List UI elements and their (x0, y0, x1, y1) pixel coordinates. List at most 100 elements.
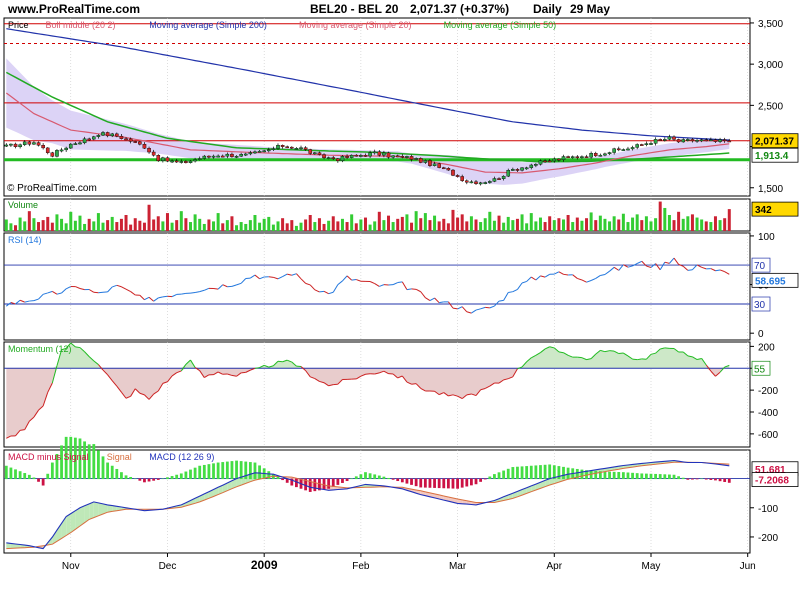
rsi-segment (195, 291, 200, 293)
macd-histogram-bar (267, 471, 271, 480)
volume-bar (161, 221, 165, 231)
volume-bar (580, 220, 584, 231)
momentum-segment (171, 372, 177, 377)
rsi-segment (715, 269, 721, 272)
bollinger-band (6, 58, 730, 185)
volume-bar (4, 219, 8, 231)
momentum-segment (28, 416, 35, 422)
momentum-segment (655, 348, 661, 354)
candle-body (658, 139, 663, 141)
candle-body (243, 153, 248, 156)
rsi-segment (332, 284, 339, 293)
macd-histogram-bar (621, 472, 625, 480)
momentum-segment (61, 347, 67, 351)
rsi-segment (222, 284, 228, 288)
rsi-segment (664, 261, 670, 264)
momentum-segment (310, 376, 316, 380)
candle-body (110, 133, 115, 137)
volume-bar (557, 218, 561, 231)
momentum-segment (517, 366, 523, 370)
rsi-segment (461, 306, 468, 313)
macd-histogram-bar (598, 471, 602, 480)
candle-body (105, 132, 110, 137)
volume-bar (96, 213, 100, 231)
site-title[interactable]: www.ProRealTime.com (8, 2, 141, 16)
momentum-segment (282, 359, 288, 363)
volume-bar (281, 218, 285, 231)
momentum-segment (217, 371, 223, 375)
momentum-segment (300, 366, 306, 372)
volume-bar (391, 222, 395, 231)
rsi-segment (342, 275, 348, 282)
macd-histogram-bar (281, 478, 284, 481)
quote-value: 2,071.37 (+0.37%) (410, 2, 510, 16)
candle-body (511, 169, 515, 171)
rsi-segment (24, 300, 30, 303)
momentum-segment (692, 356, 698, 360)
momentum-segment (134, 388, 141, 394)
macd-histogram-bar (124, 475, 128, 480)
volume-bar (626, 222, 630, 231)
volume-bar (73, 220, 77, 231)
macd-histogram-bar (50, 462, 54, 480)
candle-body (225, 153, 230, 157)
volume-panel[interactable]: Volume 342 (3, 198, 799, 232)
price-panel[interactable]: Price Boll middle (20 2) Moving average (S… (3, 17, 799, 197)
volume-bar (152, 219, 156, 231)
macd-histogram-bar (216, 462, 220, 480)
volume-bar (129, 224, 133, 231)
macd-panel[interactable]: MACD minus Signal Signal MACD (12 26 9) -10… (3, 436, 799, 554)
candle-body (382, 152, 386, 156)
candle-body (349, 154, 354, 158)
volume-bar (585, 218, 589, 231)
macd-histogram-bar (156, 478, 160, 480)
volume-bar (258, 222, 262, 231)
candle-body (423, 160, 428, 163)
macd-histogram-bar (718, 478, 722, 482)
candle-body (138, 141, 142, 145)
rsi-segment (369, 281, 375, 285)
rsi-segment (655, 263, 661, 271)
momentum-segment (199, 370, 205, 378)
rsi-segment (401, 281, 408, 290)
x-axis: Nov Dec 2009 Feb Mar Apr May Jun (62, 553, 756, 572)
macd-histogram-bar (377, 475, 381, 480)
rsi-segment (33, 298, 39, 302)
x-tick-label: Jun (740, 561, 756, 572)
macd-histogram-bar (253, 462, 257, 480)
rsi-segment (604, 270, 610, 275)
rsi-segment (296, 273, 302, 280)
momentum-segment (521, 361, 528, 368)
rsi-segment (673, 257, 680, 265)
last-price-label-box (751, 133, 799, 149)
rsi-frame (3, 232, 751, 341)
candle-body (345, 156, 349, 158)
momentum-segment (213, 371, 219, 376)
volume-bar (502, 222, 506, 231)
x-tick-label: Apr (547, 561, 563, 572)
rsi-segment (466, 311, 472, 314)
signal-line (6, 461, 730, 550)
rsi-segment (420, 291, 426, 298)
candle-body (9, 143, 13, 146)
candle-body (529, 164, 534, 168)
candle-body (709, 139, 713, 142)
momentum-segment (461, 394, 468, 399)
volume-bar (267, 216, 271, 231)
candle-body (584, 156, 589, 159)
candle-body (695, 139, 699, 142)
macd-histogram-bar (470, 478, 473, 486)
macd-histogram-bar (562, 466, 565, 480)
candle-body (161, 157, 165, 162)
macd-histogram-bar (295, 478, 298, 488)
volume-bar (368, 224, 372, 231)
momentum-segment (356, 375, 362, 380)
candle-body (598, 154, 603, 157)
macd-fill (545, 478, 550, 487)
momentum-segment (411, 383, 417, 385)
candle-body (156, 155, 161, 162)
momentum-segment (365, 373, 371, 375)
sma50-value-label-text: 1,913.4 (755, 151, 789, 162)
